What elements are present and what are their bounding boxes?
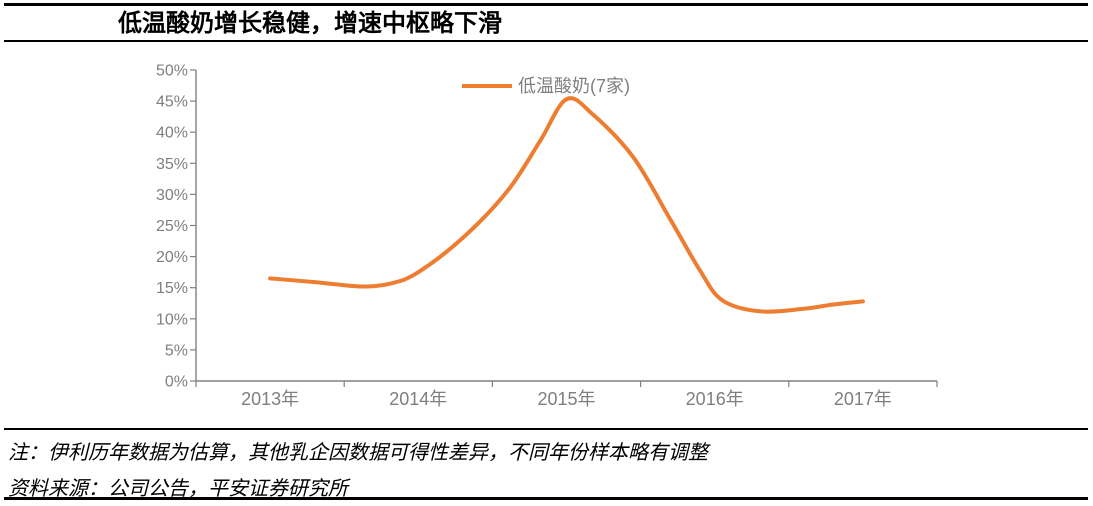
y-axis-label: 5% (165, 342, 188, 359)
y-axis-label: 0% (165, 374, 188, 391)
source-text: 资料来源：公司公告，平安证券研究所 (8, 478, 348, 500)
bottom-rule (4, 497, 1088, 500)
line-chart: 0% 5% 10% 15% 20% 25% 30% 35% 40% 45% 50% 2013年 2014… (156, 63, 938, 409)
x-axis-label: 2015年 (537, 389, 595, 409)
top-rule (4, 3, 1088, 6)
chart-title: 低温酸奶增长稳健，增速中枢略下滑 (118, 10, 502, 37)
x-axis-label: 2014年 (389, 389, 447, 409)
chart-area: 0% 5% 10% 15% 20% 25% 30% 35% 40% 45% 50% 2013年 2014… (0, 46, 1093, 426)
y-axis-label: 15% (156, 280, 188, 297)
y-axis-label: 40% (156, 125, 188, 142)
y-axis-label: 30% (156, 187, 188, 204)
x-axis-label: 2013年 (241, 389, 299, 409)
y-axis-label: 10% (156, 311, 188, 328)
legend-label: 低温酸奶(7家) (518, 76, 630, 96)
y-axis-label: 25% (156, 218, 188, 235)
y-axis-label: 45% (156, 94, 188, 111)
y-axis-label: 50% (156, 63, 188, 80)
title-underline-rule (4, 40, 1088, 42)
x-axis-label: 2017年 (834, 389, 892, 409)
note-text: 注：伊利历年数据为估算，其他乳企因数据可得性差异，不同年份样本略有调整 (8, 442, 708, 464)
y-axis-label: 35% (156, 156, 188, 173)
y-axis-label: 20% (156, 249, 188, 266)
x-axis-label: 2016年 (686, 389, 744, 409)
series-curve (268, 96, 865, 314)
footer-top-rule (4, 428, 1088, 430)
